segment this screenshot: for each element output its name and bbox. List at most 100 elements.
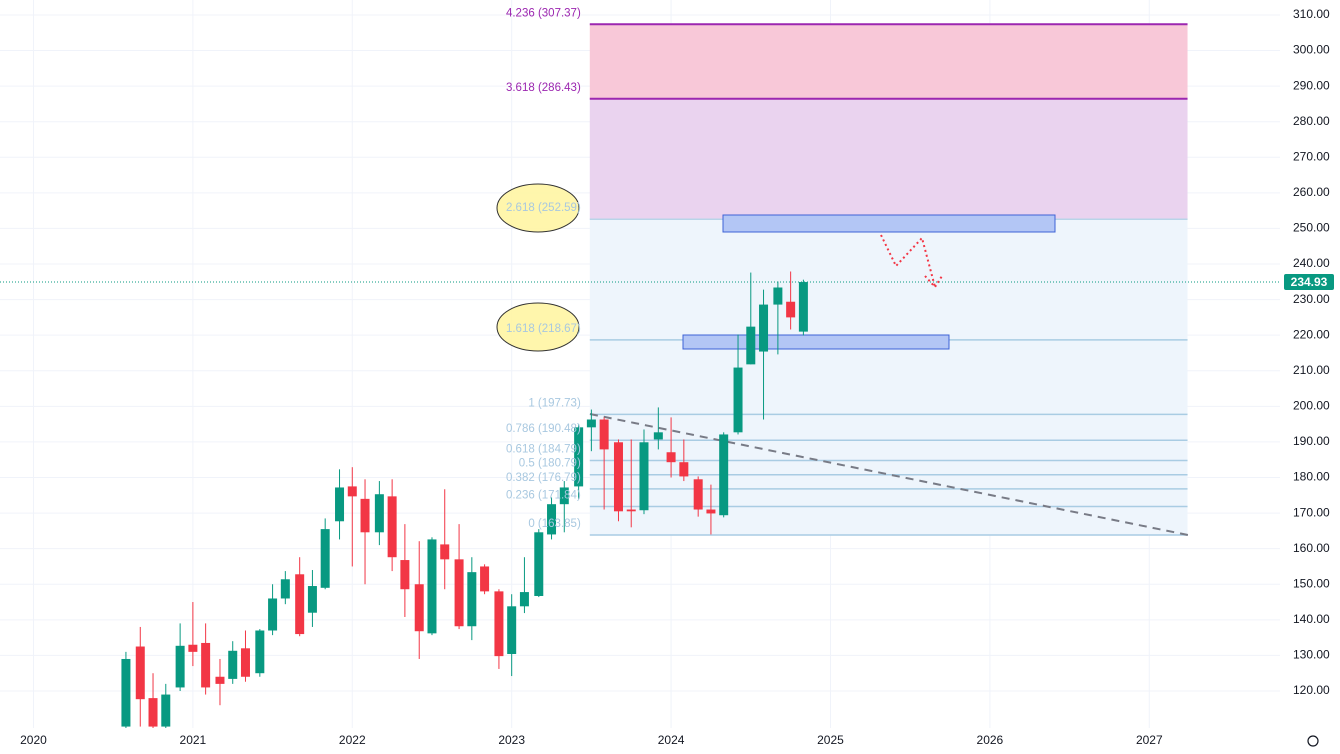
y-tick-label: 130.00 [1293, 648, 1330, 662]
candle-body [733, 367, 743, 433]
candle-body [639, 442, 649, 511]
x-tick-label: 2026 [977, 733, 1004, 747]
annotations: 4.236 (307.37) 3.618 (286.43) 2.618 (252.5… [496, 7, 581, 530]
candle-body [161, 694, 171, 727]
candle-body [679, 462, 689, 477]
x-tick-label: 2027 [1136, 733, 1163, 747]
candle-body [360, 498, 370, 533]
candle-body [255, 630, 265, 674]
last-price-tag [1284, 274, 1334, 291]
candle-body [480, 566, 490, 592]
fib-zone [589, 339, 1188, 415]
support-zone [682, 334, 950, 350]
candle-body [666, 452, 676, 463]
candle-body [440, 544, 450, 560]
fib-level-label: 4.236 (307.37) [506, 7, 581, 19]
y-tick-label: 170.00 [1293, 505, 1330, 519]
x-tick-label: 2023 [498, 733, 525, 747]
resistance-zone [722, 214, 1056, 233]
candle-body [798, 282, 808, 332]
candle-body [387, 496, 397, 558]
y-tick-label: 180.00 [1293, 470, 1330, 484]
candle-body [400, 560, 410, 590]
y-tick-label: 200.00 [1293, 399, 1330, 413]
candle-body [507, 606, 517, 654]
candle-body [280, 579, 290, 599]
y-tick-label: 210.00 [1293, 363, 1330, 377]
candle-body [494, 591, 504, 657]
y-tick-label: 160.00 [1293, 541, 1330, 555]
candle-body [706, 509, 716, 514]
candle-body [467, 572, 477, 627]
candle-body [135, 646, 145, 700]
candle-body [374, 494, 384, 533]
x-tick-label: 2025 [817, 733, 844, 747]
candle-body [773, 287, 783, 305]
candle-body [307, 586, 317, 613]
background-layer [0, 0, 1280, 728]
candle-body [719, 434, 729, 516]
candle-body [519, 592, 529, 607]
fib-zone [589, 219, 1188, 340]
x-tick-label: 2024 [658, 733, 685, 747]
highlight-ellipse [496, 183, 580, 233]
fib-level-label: 0.618 (184.79) [506, 443, 581, 455]
fib-zone [589, 506, 1188, 535]
candle-body [653, 432, 663, 440]
candle-body [454, 559, 464, 627]
candle-body [559, 487, 569, 505]
y-tick-label: 260.00 [1293, 185, 1330, 199]
y-tick-label: 190.00 [1293, 434, 1330, 448]
y-tick-label: 120.00 [1293, 683, 1330, 697]
candle-body [693, 479, 703, 510]
candle-body [201, 642, 211, 688]
candle-body [268, 598, 278, 631]
x-tick-label: 2022 [339, 733, 366, 747]
y-tick-label: 280.00 [1293, 114, 1330, 128]
drawings [589, 214, 1189, 536]
fib-level-label: 1.618 (218.67) [506, 323, 581, 335]
candle-body [175, 645, 185, 688]
candle-body [215, 676, 225, 684]
candle-body [320, 529, 330, 588]
fib-zone [589, 488, 1188, 507]
fib-level-label: 1 (197.73) [528, 397, 581, 409]
candle-body [586, 419, 596, 428]
candle-body [228, 650, 238, 679]
candle-body [613, 442, 623, 512]
candle-body [188, 644, 198, 652]
fib-zone [589, 414, 1188, 441]
candle-body [121, 658, 131, 727]
x-tick-label: 2021 [180, 733, 207, 747]
y-tick-label: 230.00 [1293, 292, 1330, 306]
fib-zone [589, 98, 1188, 220]
candle-body [414, 584, 424, 632]
fib-level-label: 0 (163.85) [528, 518, 581, 530]
candle-body [295, 574, 305, 635]
fib-level-label: 0.786 (190.48) [506, 423, 581, 435]
trend-line [589, 413, 1189, 536]
y-tick-label: 310.00 [1293, 7, 1330, 21]
fib-level-label: 2.618 (252.59) [506, 202, 581, 214]
y-tick-label: 240.00 [1293, 256, 1330, 270]
candle-body [759, 304, 769, 352]
y-tick-label: 220.00 [1293, 327, 1330, 341]
x-tick-label: 2020 [20, 733, 47, 747]
candle-body [746, 326, 756, 365]
candle-body [240, 648, 250, 677]
y-tick-label: 250.00 [1293, 221, 1330, 235]
fib-zone [589, 440, 1188, 461]
fib-level-label: 0.236 (171.84) [506, 490, 581, 502]
highlight-ellipse [496, 302, 580, 352]
candle-body [427, 539, 437, 634]
candle-body [626, 509, 636, 512]
price-axis-bg [1280, 0, 1340, 754]
settings-icon[interactable] [1307, 735, 1319, 747]
candle-body [547, 504, 557, 535]
y-tick-label: 140.00 [1293, 612, 1330, 626]
candle-body [786, 301, 796, 318]
candle-body [574, 427, 584, 487]
candle-body [534, 532, 544, 596]
